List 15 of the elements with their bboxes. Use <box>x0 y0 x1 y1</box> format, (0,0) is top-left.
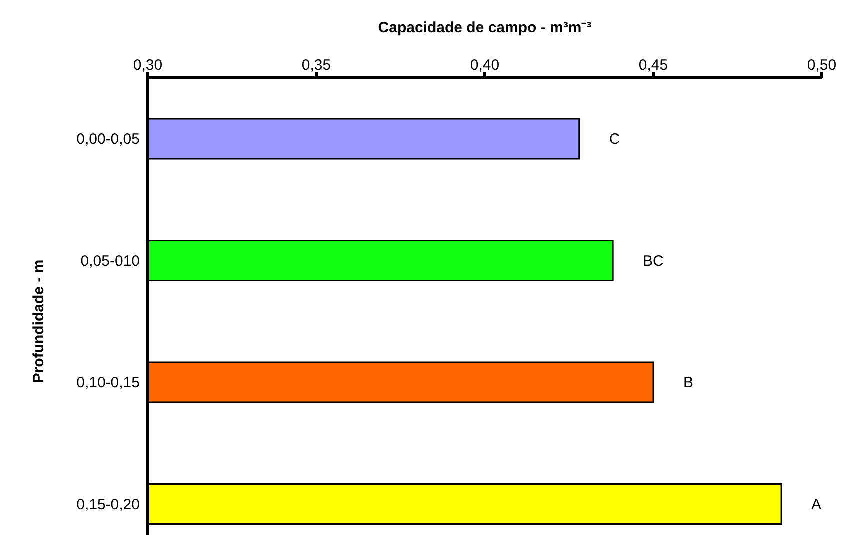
x-tick-label: 0,50 <box>807 57 837 74</box>
x-tick-label: 0,40 <box>470 57 500 74</box>
annotation: A <box>812 496 822 514</box>
x-tick-label: 0,35 <box>302 57 332 74</box>
x-tick-label: 0,45 <box>638 57 668 74</box>
y-tick-label: 0,05-010 <box>80 252 140 270</box>
x-tick-label: 0,30 <box>133 57 163 74</box>
annotation: B <box>684 374 694 392</box>
annotation: C <box>609 131 620 148</box>
y-tick-label: 0,10-0,15 <box>76 374 140 392</box>
annotation: BC <box>643 252 664 270</box>
y-axis-title: Profundidade - m <box>30 260 48 384</box>
x-axis-title: Capacidade de campo - m³m⁻³ <box>378 20 592 37</box>
y-tick-label: 0,00-0,05 <box>76 131 140 148</box>
y-tick-label: 0,15-0,20 <box>76 496 140 514</box>
